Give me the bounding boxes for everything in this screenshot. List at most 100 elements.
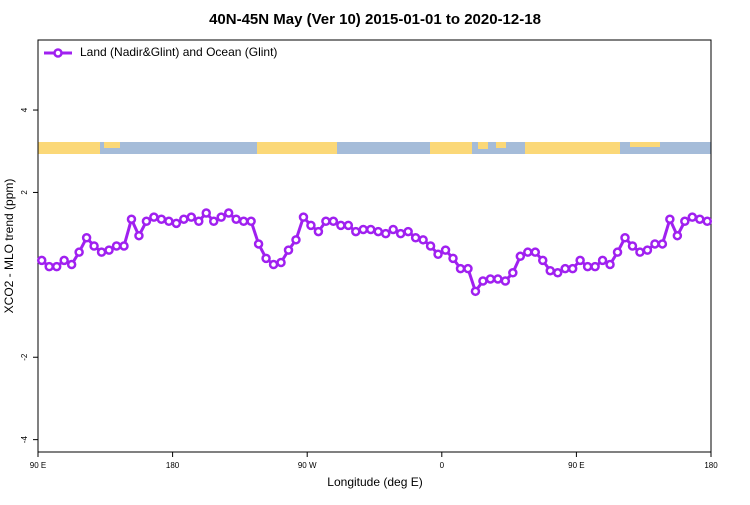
data-point <box>186 212 197 222</box>
data-point <box>358 224 369 235</box>
y-tick-label: 4 <box>20 107 29 112</box>
land-band <box>478 142 488 149</box>
x-axis-label: Longitude (deg E) <box>327 475 422 489</box>
data-point <box>194 216 204 227</box>
data-point <box>59 255 69 266</box>
data-point <box>448 253 458 264</box>
data-point <box>650 239 660 249</box>
data-point <box>336 220 346 231</box>
land-band <box>38 142 100 154</box>
data-point <box>470 286 481 297</box>
data-point <box>567 263 578 274</box>
data-point <box>141 216 152 227</box>
data-point <box>680 216 690 227</box>
data-point <box>298 212 309 222</box>
data-point <box>253 239 264 249</box>
data-point <box>575 255 585 266</box>
data-point <box>642 245 653 255</box>
data-point <box>149 212 159 222</box>
data-point <box>104 245 114 255</box>
data-point <box>283 245 294 255</box>
data-point <box>51 261 62 272</box>
y-axis-label: XCO2 - MLO trend (ppm) <box>2 179 16 314</box>
land-band <box>630 142 660 147</box>
x-tick-label: 180 <box>166 461 180 470</box>
data-point <box>463 263 473 274</box>
data-point <box>582 261 593 272</box>
data-point <box>560 263 570 274</box>
data-point <box>66 259 77 270</box>
land-band <box>525 142 620 154</box>
data-point <box>687 212 698 222</box>
data-point <box>523 247 533 257</box>
x-tick-label: 90 E <box>568 461 584 470</box>
land-band <box>104 142 120 148</box>
x-tick-label: 90 W <box>298 461 317 470</box>
data-point <box>164 216 174 227</box>
data-point <box>635 247 645 257</box>
data-point <box>328 216 339 227</box>
data-point <box>89 241 99 251</box>
data-point <box>493 274 503 284</box>
data-point <box>403 226 413 237</box>
data-point <box>238 216 249 227</box>
x-tick-label: 180 <box>704 461 718 470</box>
data-point <box>373 226 383 237</box>
data-point <box>455 263 466 274</box>
data-point <box>216 212 226 222</box>
data-point <box>96 247 107 257</box>
data-point <box>515 251 526 262</box>
data-point <box>433 249 443 259</box>
data-point <box>276 257 286 268</box>
data-point <box>343 220 354 231</box>
data-point <box>156 214 167 224</box>
land-band <box>257 142 337 154</box>
x-tick-label: 90 E <box>30 461 46 470</box>
data-point <box>223 208 234 218</box>
data-point <box>395 228 406 239</box>
land-band <box>496 142 506 148</box>
data-point <box>672 230 683 241</box>
data-point <box>500 276 511 286</box>
data-point <box>36 255 47 266</box>
data-point <box>231 214 241 224</box>
data-point <box>268 259 279 270</box>
x-tick-label: 0 <box>440 461 445 470</box>
data-point <box>313 226 324 237</box>
data-point <box>597 255 608 266</box>
y-tick-label: 2 <box>20 190 29 195</box>
legend-marker <box>53 48 63 58</box>
data-point <box>545 265 555 276</box>
data-point <box>44 261 54 272</box>
data-point <box>552 268 563 278</box>
data-point <box>665 214 675 224</box>
data-point <box>119 241 129 251</box>
data-point <box>478 276 488 286</box>
data-point <box>246 216 256 227</box>
data-point <box>171 218 182 229</box>
data-point <box>201 208 211 218</box>
chart-title: 40N-45N May (Ver 10) 2015-01-01 to 2020-… <box>209 11 541 28</box>
data-point <box>134 230 144 241</box>
data-point <box>291 235 301 245</box>
plot-frame <box>37 39 712 453</box>
data-point <box>538 255 548 266</box>
data-point <box>418 235 428 245</box>
data-point <box>605 259 615 270</box>
data-point <box>208 216 219 227</box>
data-point <box>126 214 137 224</box>
data-point <box>388 224 398 235</box>
data-point <box>179 214 189 224</box>
data-point <box>695 214 705 224</box>
data-point <box>351 226 361 237</box>
data-point <box>321 216 331 227</box>
data-point <box>111 241 122 251</box>
data-point <box>440 245 451 255</box>
data-point <box>74 247 84 257</box>
land-ocean-band <box>38 142 711 154</box>
data-point <box>657 239 668 249</box>
data-point <box>410 233 421 243</box>
data-point <box>380 228 391 239</box>
data-point <box>612 247 623 257</box>
